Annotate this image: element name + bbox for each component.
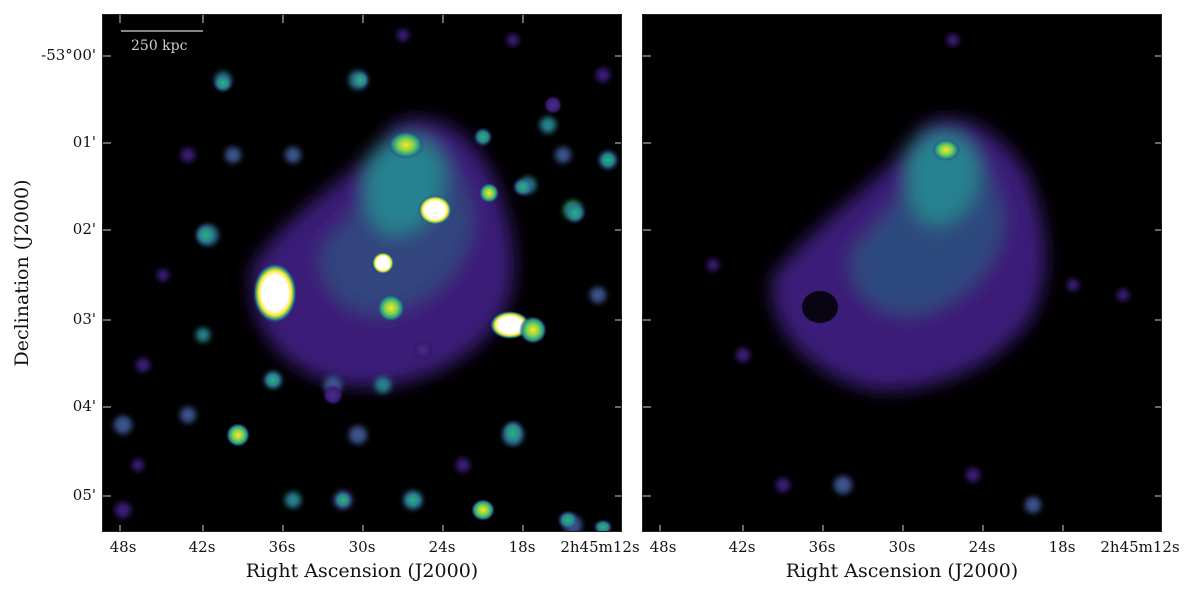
scale-bar-label: 250 kpc <box>131 38 188 54</box>
left-panel-ticks <box>103 15 621 531</box>
residual-diffuse-emission <box>771 118 1046 391</box>
x-tick-label-left: 42s <box>188 538 216 556</box>
compact-sources <box>194 70 618 531</box>
right-panel-ticks <box>643 55 1161 531</box>
x-tick-label-right: 2h45m12s <box>1100 538 1180 556</box>
left-image-panel: 250 kpc <box>102 14 622 532</box>
x-tick-label-left: 2h45m12s <box>560 538 640 556</box>
x-tick-label-left: 36s <box>268 538 296 556</box>
residual-noise-blobs <box>707 34 1129 513</box>
y-tick-label: 04' <box>72 397 96 415</box>
y-tick-label: -53°00' <box>41 46 96 64</box>
x-tick-label-left: 48s <box>109 538 137 556</box>
x-tick-label-right: 24s <box>968 538 996 556</box>
x-tick-label-right: 18s <box>1048 538 1076 556</box>
residual-peak <box>932 139 960 161</box>
subtracted-source-hole <box>802 291 838 323</box>
x-tick-label-left: 18s <box>508 538 536 556</box>
x-tick-label-right: 36s <box>808 538 836 556</box>
x-axis-title-right: Right Ascension (J2000) <box>785 560 1019 582</box>
right-image-panel <box>642 14 1162 532</box>
x-tick-label-right: 42s <box>728 538 756 556</box>
y-tick-label: 03' <box>72 310 96 328</box>
x-tick-label-right: 48s <box>649 538 677 556</box>
right-residual-map <box>643 15 1161 531</box>
y-tick-label: 05' <box>72 486 96 504</box>
x-tick-label-left: 30s <box>348 538 376 556</box>
y-tick-label: 01' <box>72 133 96 151</box>
left-intensity-map <box>103 15 621 531</box>
y-tick-label: 02' <box>72 220 96 238</box>
y-axis-title: Declination (J2000) <box>11 179 33 367</box>
x-tick-label-left: 24s <box>428 538 456 556</box>
x-tick-label-right: 30s <box>888 538 916 556</box>
x-axis-title-left: Right Ascension (J2000) <box>245 560 479 582</box>
